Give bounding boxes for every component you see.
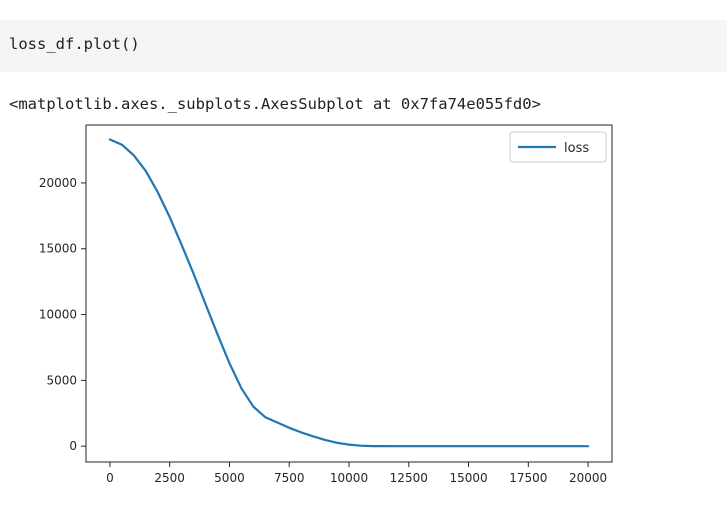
x-tick-label: 10000 [330, 471, 368, 485]
legend: loss [509, 131, 607, 163]
x-tick-label: 12500 [390, 471, 428, 485]
x-tick-label: 7500 [274, 471, 305, 485]
x-tick-label: 5000 [214, 471, 245, 485]
y-tick-label: 5000 [46, 373, 77, 387]
y-tick-label: 10000 [39, 308, 77, 322]
axis-ticks: 0 2500 5000 7500 10000 12500 15000 17500 20000 0 5… [39, 176, 607, 485]
axes-frame [85, 124, 613, 463]
x-tick-label: 2500 [154, 471, 185, 485]
y-tick-label: 15000 [39, 242, 77, 256]
legend-box [509, 131, 607, 163]
y-tick-label: 20000 [39, 176, 77, 190]
x-tick-label: 0 [106, 471, 114, 485]
code-input[interactable]: loss_df.plot() [9, 35, 140, 53]
plot-area-border [85, 124, 613, 463]
series-layer [108, 138, 590, 448]
series-line-loss [108, 138, 590, 448]
legend-label: loss [564, 141, 589, 156]
cell-output-text: <matplotlib.axes._subplots.AxesSubplot a… [9, 95, 541, 113]
y-tick-label: 0 [69, 439, 77, 453]
x-tick-label: 20000 [569, 471, 607, 485]
x-tick-label: 17500 [509, 471, 547, 485]
code-cell[interactable]: loss_df.plot() [0, 20, 727, 72]
x-tick-label: 15000 [449, 471, 487, 485]
